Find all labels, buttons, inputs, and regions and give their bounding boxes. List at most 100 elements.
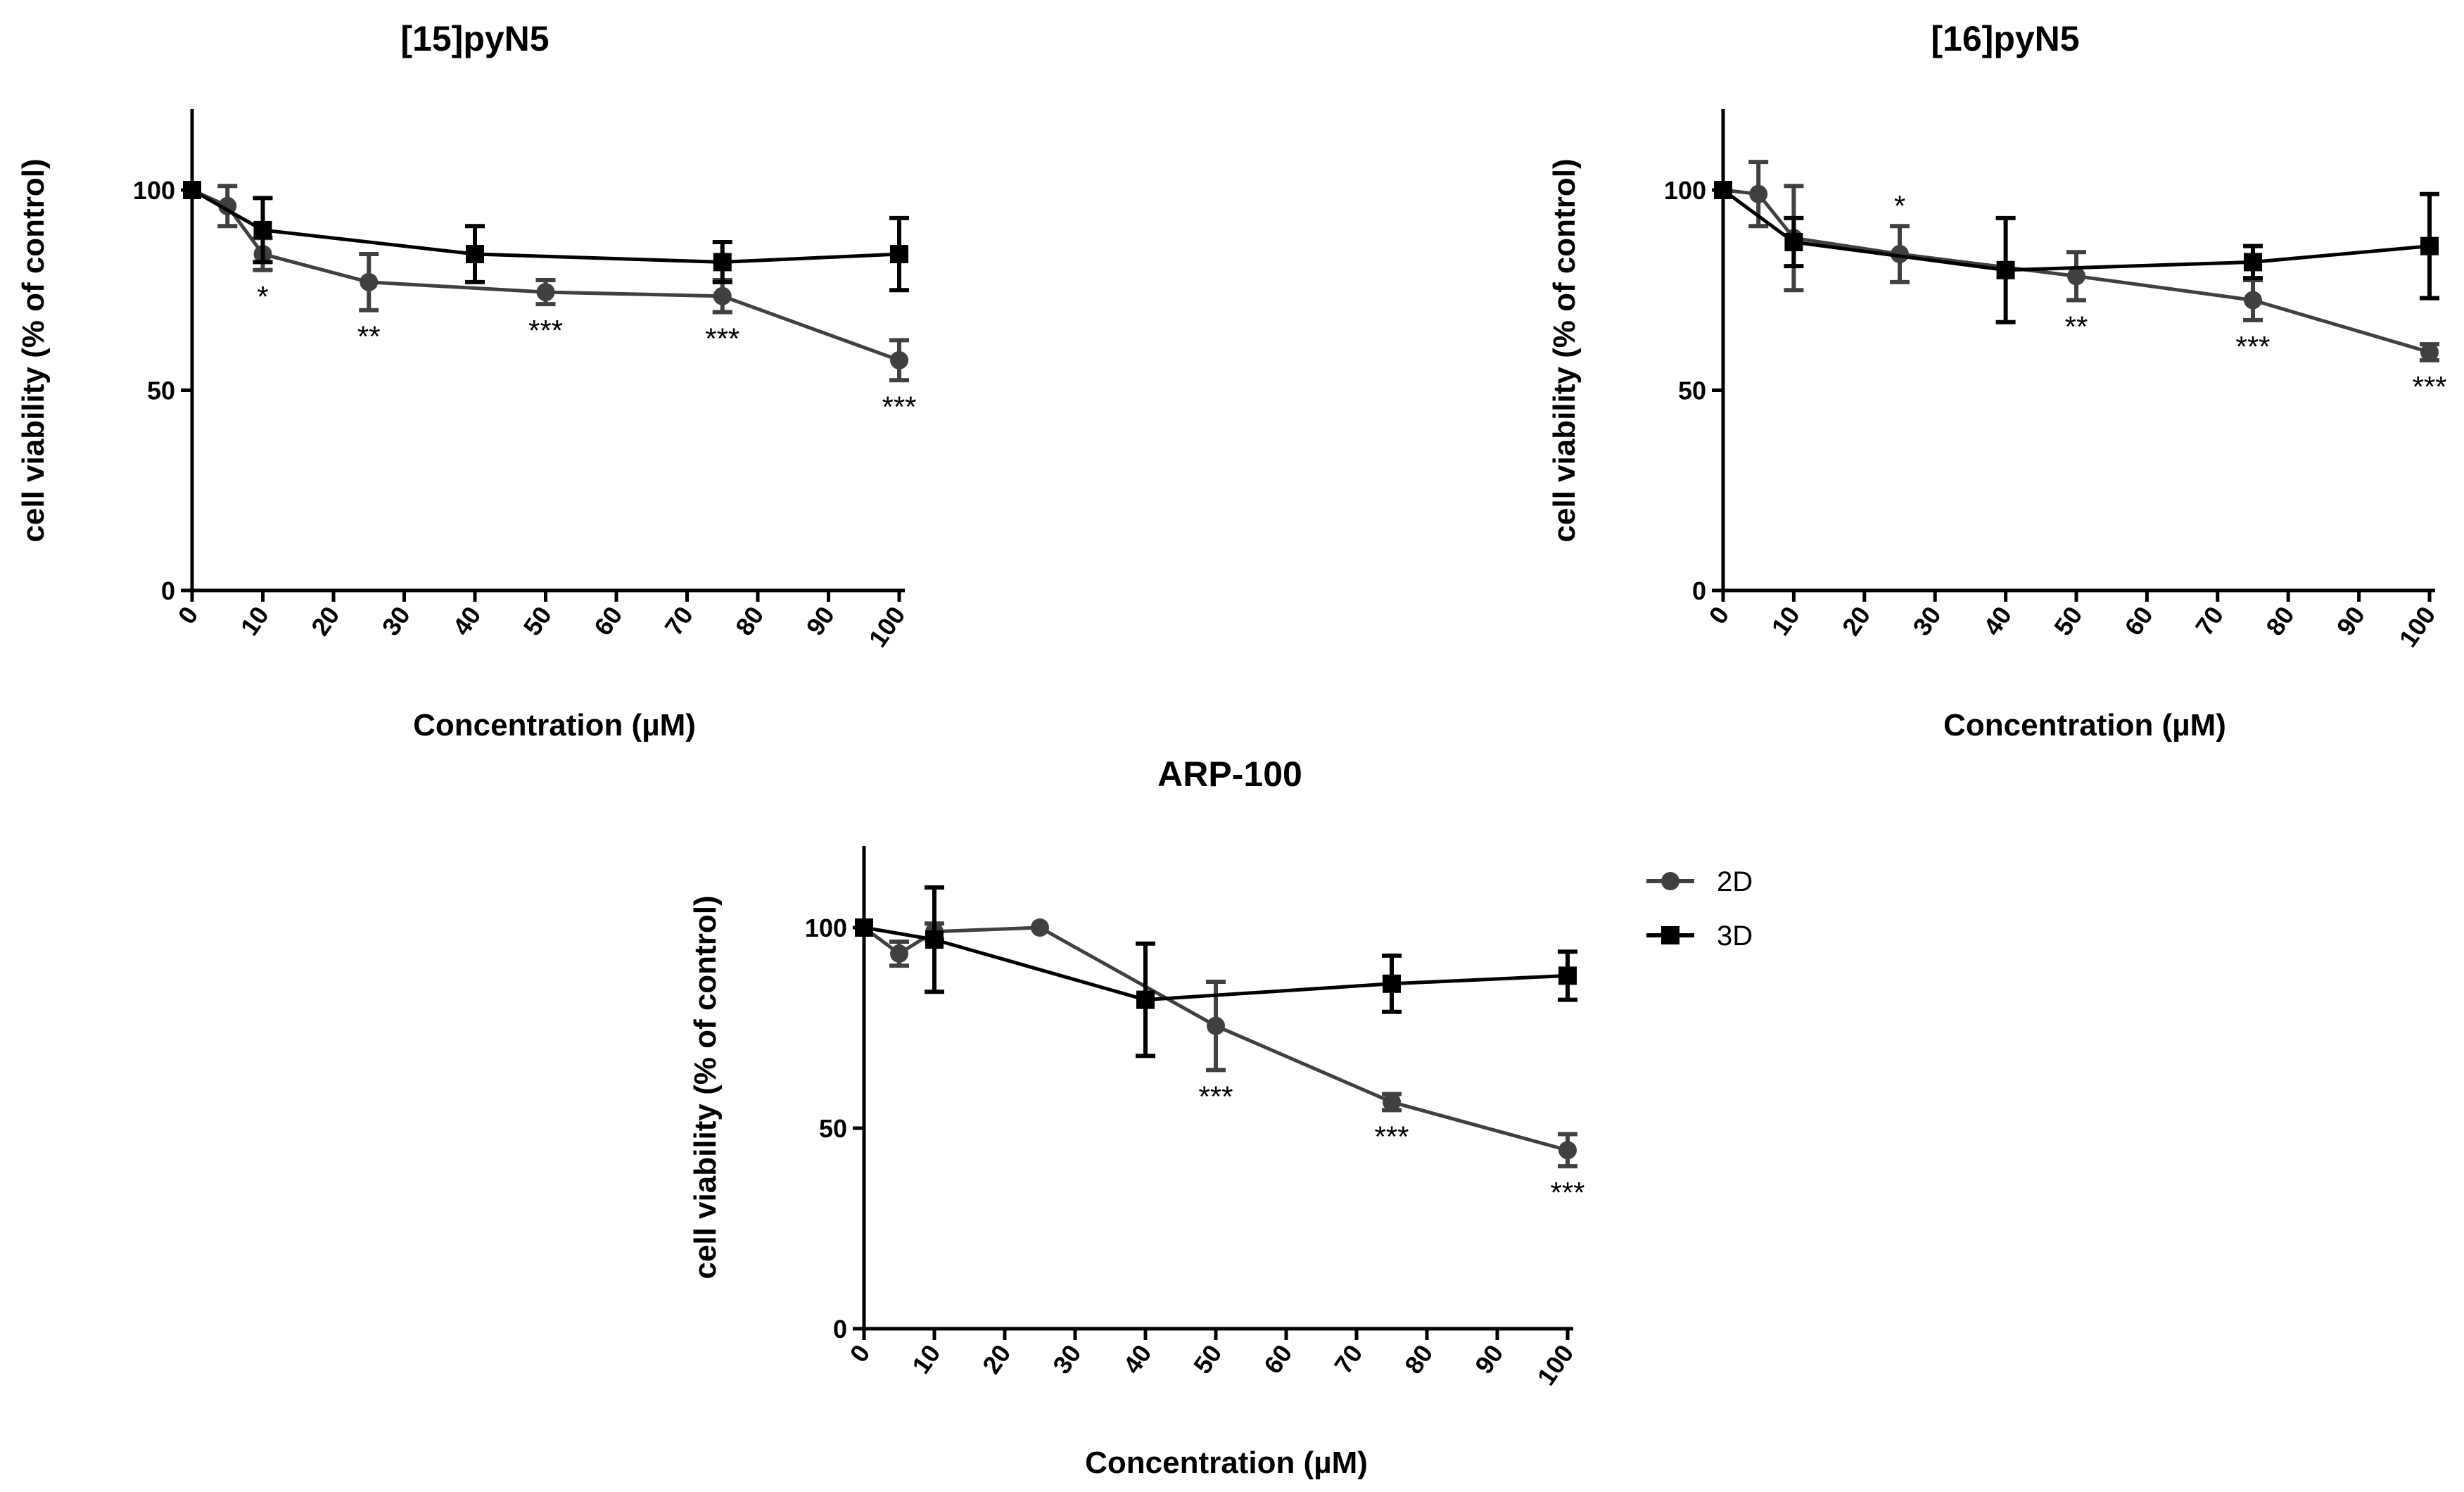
x-tick-label: 0 [172,601,203,629]
circle-marker-icon [1661,872,1679,890]
series-3d [183,181,909,293]
data-point-2d [1383,1092,1401,1111]
x-tick-label: 100 [2394,601,2441,652]
y-tick-label: 0 [1692,576,1706,605]
series-2d: ********* [855,918,1585,1209]
x-axis-label: Concentration (µM) [1943,708,2226,742]
data-point-2d [713,286,732,305]
x-tick-label: 40 [1117,1339,1157,1379]
x-tick-label: 30 [376,601,416,640]
x-tick-label: 0 [844,1339,875,1367]
x-tick-label: 40 [1978,601,2018,640]
significance-label: *** [882,390,916,423]
x-tick-label: 60 [2119,601,2159,640]
data-point-3d [925,930,944,949]
x-tick-label: 20 [305,601,345,640]
significance-label: *** [705,322,739,355]
legend-label-3d: 3D [1717,921,1753,952]
x-tick-label: 50 [1188,1339,1228,1379]
y-tick-label: 100 [133,176,175,205]
x-tick-label: 100 [1532,1339,1580,1391]
data-point-3d [253,220,272,239]
x-tick-label: 70 [659,601,699,640]
x-tick-label: 100 [863,601,911,652]
x-tick-label: 40 [447,601,487,640]
x-tick-label: 50 [2048,601,2088,640]
significance-label: *** [1374,1120,1409,1153]
x-tick-label: 80 [730,601,770,640]
chart-panel-16pyn5: [16]pyN5 cell viability (% of control) C… [1547,19,2447,742]
significance-label: *** [1550,1176,1585,1209]
x-tick-label: 70 [1328,1339,1368,1379]
x-axis-label: Concentration (µM) [1085,1446,1368,1480]
data-point-3d [2420,236,2439,255]
data-point-2d [1891,245,1909,264]
x-tick-label: 50 [517,601,557,640]
y-tick-label: 0 [833,1315,847,1344]
y-tick-label: 50 [1678,377,1706,405]
chart-panel-arp100: ARP-100 cell viability (% of control) Co… [688,754,1585,1480]
significance-label: ** [357,320,381,353]
series-line-3d [191,188,900,264]
x-tick-label: 30 [1047,1339,1087,1379]
y-tick-label: 100 [1664,176,1706,205]
data-point-2d [1207,1016,1225,1035]
data-point-3d [890,245,908,264]
data-point-3d [1558,966,1577,985]
significance-label: * [1894,189,1905,222]
data-point-3d [466,245,484,264]
data-point-3d [1996,260,2015,279]
data-point-3d [855,918,873,937]
x-tick-label: 10 [1765,601,1805,640]
y-tick-label: 50 [147,377,175,405]
x-tick-label: 10 [906,1339,946,1379]
x-tick-label: 70 [2190,601,2230,640]
x-tick-label: 90 [2331,601,2371,640]
data-point-2d [1558,1141,1577,1160]
x-tick-label: 20 [1836,601,1876,640]
data-point-2d [2420,343,2439,362]
series-2d: ********* [1714,160,2447,403]
data-point-2d [2244,291,2262,310]
x-tick-label: 90 [800,601,840,640]
significance-label: * [257,280,268,313]
legend-entry-2d: 2D [1646,866,1753,897]
y-tick-label: 0 [161,576,175,605]
y-axis-label: cell viability (% of control) [688,895,723,1279]
x-tick-label: 60 [588,601,628,640]
data-point-3d [1784,232,1803,251]
x-tick-label: 80 [2260,601,2300,640]
square-marker-icon [1661,926,1679,944]
significance-label: *** [2235,330,2270,363]
significance-label: *** [528,314,563,347]
data-point-2d [890,350,908,369]
legend: 2D 3D [1646,866,1753,952]
data-point-2d [2067,267,2085,286]
data-point-3d [183,181,201,199]
data-point-2d [536,283,555,302]
chart-title: ARP-100 [1157,754,1302,794]
x-tick-label: 0 [1703,601,1734,629]
legend-entry-3d: 3D [1646,921,1753,952]
x-tick-label: 80 [1399,1339,1439,1379]
significance-label: ** [2065,310,2088,343]
series-3d [855,885,1577,1058]
y-tick-label: 100 [805,913,847,942]
x-tick-label: 30 [1907,601,1947,640]
y-tick-label: 50 [819,1114,847,1143]
data-point-3d [1383,974,1401,993]
data-point-3d [2244,253,2262,272]
chart-panel-15pyn5: [15]pyN5 cell viability (% of control) C… [16,19,917,742]
chart-title: [16]pyN5 [1931,19,2079,58]
data-point-2d [360,272,379,291]
data-point-2d [890,944,908,963]
y-axis-label: cell viability (% of control) [16,158,51,542]
data-point-3d [1136,990,1155,1009]
y-axis-label: cell viability (% of control) [1547,158,1582,542]
data-point-3d [713,253,732,272]
x-tick-label: 90 [1469,1339,1509,1379]
legend-label-2d: 2D [1717,866,1753,897]
x-tick-label: 60 [1258,1339,1298,1379]
significance-label: *** [2412,370,2446,403]
